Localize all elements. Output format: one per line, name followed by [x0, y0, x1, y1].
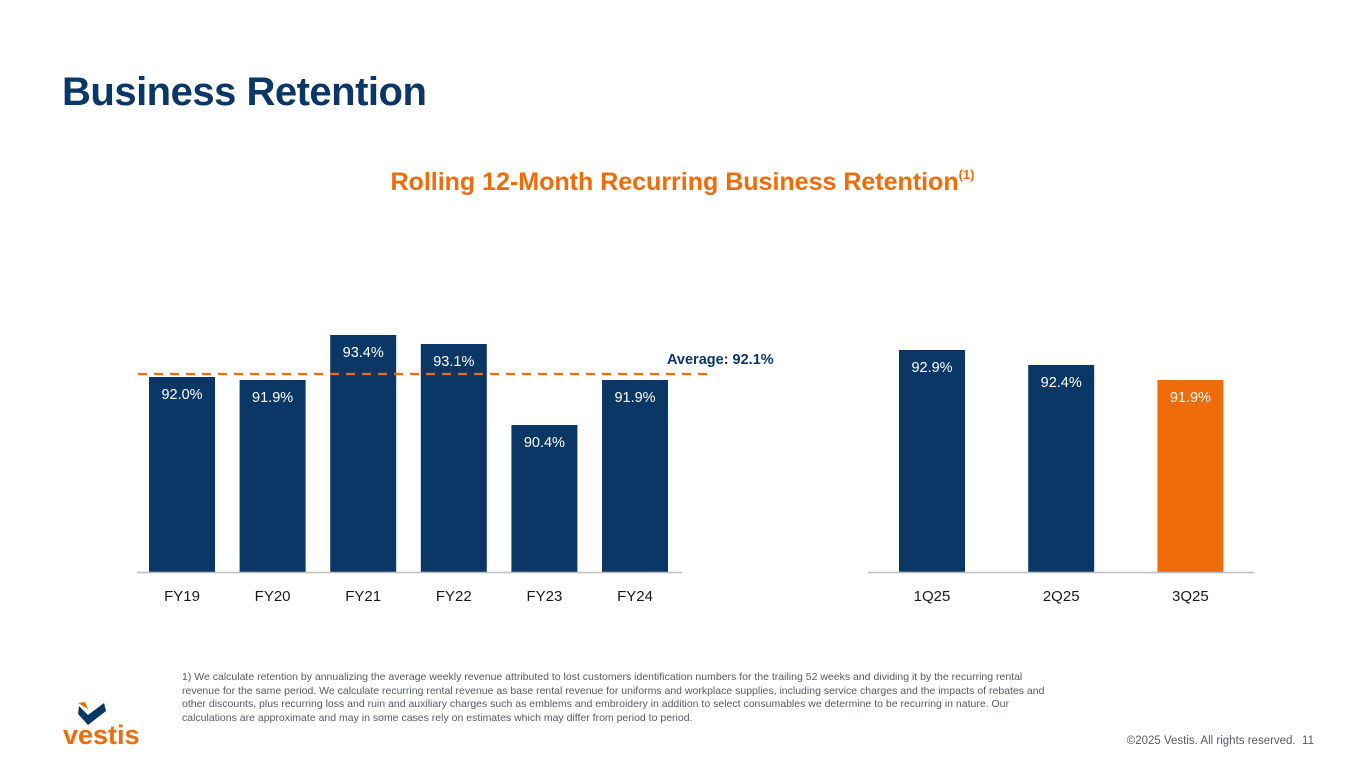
- x-tick-label-fy19: FY19: [164, 588, 200, 605]
- chart-title-text: Rolling 12-Month Recurring Business Rete…: [390, 168, 959, 196]
- bar-fy24: [602, 380, 668, 572]
- vestis-logo-text: vestis: [63, 720, 140, 750]
- x-tick-label-2q25: 2Q25: [1043, 588, 1080, 605]
- vestis-logo: vestis: [60, 700, 150, 755]
- bar-fy23: [511, 425, 578, 572]
- data-label-1q25: 92.9%: [911, 360, 952, 376]
- x-tick-label-fy21: FY21: [345, 588, 381, 605]
- x-tick-label-fy20: FY20: [255, 588, 291, 605]
- footnote: 1) We calculate retention by annualizing…: [182, 671, 1045, 725]
- chart-title: Rolling 12-Month Recurring Business Rete…: [0, 167, 1365, 197]
- average-label: Average: 92.1%: [667, 352, 774, 368]
- data-label-fy20: 91.9%: [252, 390, 293, 406]
- data-label-fy24: 91.9%: [614, 390, 655, 406]
- vestis-logo-mark-icon: vestis: [63, 702, 140, 750]
- x-tick-label-3q25: 3Q25: [1172, 588, 1209, 605]
- bar-fy21: [330, 335, 397, 572]
- bar-fy20: [239, 380, 306, 572]
- page-number: 11: [1302, 735, 1314, 747]
- bar-fy19: [149, 377, 215, 572]
- x-tick-label-1q25: 1Q25: [914, 588, 951, 605]
- data-label-fy22: 93.1%: [433, 354, 474, 370]
- data-label-2q25: 92.4%: [1041, 375, 1082, 391]
- x-tick-label-fy24: FY24: [617, 588, 653, 605]
- x-tick-label-fy22: FY22: [436, 588, 472, 605]
- bar-1q25: [899, 350, 965, 572]
- data-label-fy19: 92.0%: [161, 387, 202, 403]
- x-tick-label-fy23: FY23: [526, 588, 562, 605]
- chart-title-footnote-ref: (1): [958, 167, 975, 182]
- data-label-3q25: 91.9%: [1170, 390, 1211, 406]
- data-label-fy21: 93.4%: [343, 345, 384, 361]
- copyright: ©2025 Vestis. All rights reserved. 11: [1127, 735, 1314, 747]
- bar-3q25: [1157, 380, 1224, 572]
- bar-fy22: [420, 344, 487, 572]
- page-title: Business Retention: [62, 70, 427, 114]
- bar-2q25: [1028, 365, 1095, 572]
- data-label-fy23: 90.4%: [524, 435, 565, 451]
- copyright-text: ©2025 Vestis. All rights reserved.: [1126, 735, 1296, 747]
